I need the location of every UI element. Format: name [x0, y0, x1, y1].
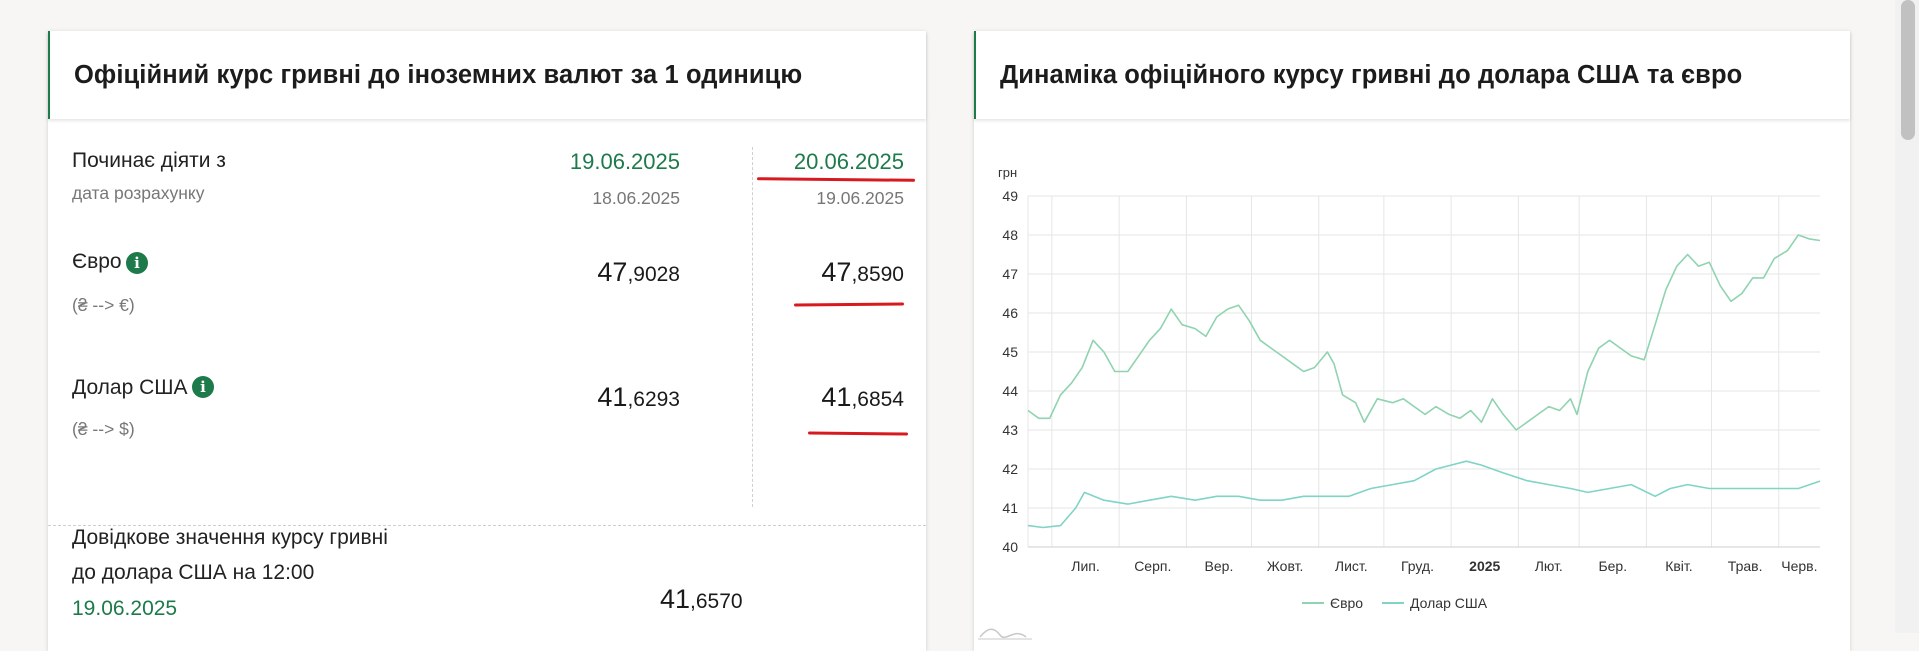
y-tick-label: 40: [1002, 539, 1018, 555]
x-tick-label: 2025: [1469, 558, 1500, 574]
usd-rate-col1-int: 41: [597, 382, 628, 412]
euro-label: Євро: [72, 250, 122, 273]
chart-series: [1027, 234, 1821, 529]
y-tick-label: 44: [1002, 383, 1018, 399]
rate-dynamics-chart: 40 41 42 43 44 45 46 47 48 49 грн Лип. Серп. Вер. Жовт…: [978, 165, 1821, 640]
x-tick-label: Лип.: [1071, 558, 1099, 574]
usd-rate-col2-frac: ,6854: [851, 388, 904, 411]
x-tick-label: Жовт.: [1267, 558, 1303, 574]
rate-dynamics-card-header: Динаміка офіційного курсу гривні до дола…: [974, 31, 1850, 119]
x-tick-label: Бер.: [1598, 558, 1627, 574]
chart-axes: 40 41 42 43 44 45 46 47 48 49 грн Лип. Серп. Вер. Жовт…: [998, 165, 1820, 574]
column-divider: [752, 147, 753, 507]
usd-rate-col1-frac: ,6293: [627, 388, 680, 411]
series-line-usd[interactable]: [1027, 460, 1821, 529]
col2-date-underline: [756, 177, 916, 182]
rate-dynamics-title: Динаміка офіційного курсу гривні до дола…: [1000, 61, 1743, 89]
reference-line1: Довідкове значення курсу гривні: [72, 526, 388, 549]
legend-item-euro[interactable]: Євро: [1330, 595, 1363, 611]
euro-info-icon[interactable]: i: [126, 252, 148, 274]
y-tick-label: 46: [1002, 305, 1018, 321]
euro-rate-col1: 47,9028: [597, 257, 680, 288]
usd-direction: (₴ --> $): [72, 419, 135, 439]
chart-grid: [1027, 195, 1820, 548]
usd-rate-col2-int: 41: [821, 382, 852, 412]
x-tick-label: Серп.: [1134, 558, 1171, 574]
effective-label: Починає діяти з: [72, 149, 226, 172]
y-tick-label: 43: [1002, 422, 1018, 438]
chart-legend: Євро Долар США: [1302, 595, 1488, 611]
euro-rate-underline: [793, 302, 905, 307]
official-rate-card-header: Офіційний курс гривні до іноземних валют…: [48, 31, 926, 119]
col2-effective-date: 20.06.2025: [793, 149, 904, 174]
legend-item-usd[interactable]: Долар США: [1410, 595, 1488, 611]
rate-dynamics-card: Динаміка офіційного курсу гривні до дола…: [974, 31, 1850, 651]
euro-rate-col2-frac: ,8590: [851, 263, 904, 286]
x-tick-label: Вер.: [1205, 558, 1234, 574]
x-tick-label: Трав.: [1728, 558, 1763, 574]
euro-rate-col1-int: 47: [597, 257, 628, 287]
reference-value-int: 41: [660, 584, 691, 614]
euro-rate-col1-frac: ,9028: [627, 263, 680, 286]
x-tick-label: Лист.: [1335, 558, 1368, 574]
y-tick-label: 42: [1002, 461, 1018, 477]
reference-value: 41,6570: [660, 584, 743, 615]
reference-value-frac: ,6570: [690, 590, 743, 613]
usd-info-icon[interactable]: i: [192, 376, 214, 398]
page-scrollbar-thumb[interactable]: [1901, 0, 1915, 140]
col1-calc-date: 18.06.2025: [592, 188, 680, 208]
y-tick-label: 48: [1002, 227, 1018, 243]
y-tick-label: 49: [1002, 188, 1018, 204]
x-tick-label: Лют.: [1535, 558, 1563, 574]
euro-rate-col2: 47,8590: [821, 257, 904, 288]
reference-date: 19.06.2025: [72, 597, 178, 620]
reference-line2: до долара США на 12:00: [72, 561, 315, 584]
chart-mini-navigator-icon[interactable]: [978, 628, 1032, 640]
section-divider: [48, 525, 926, 526]
official-rate-title: Офіційний курс гривні до іноземних валют…: [74, 61, 803, 89]
y-tick-label: 47: [1002, 266, 1018, 282]
y-axis-unit-label: грн: [998, 165, 1017, 180]
usd-rate-col2: 41,6854: [821, 382, 904, 413]
y-tick-label: 41: [1002, 500, 1018, 516]
y-tick-label: 45: [1002, 344, 1018, 360]
col1-effective-date: 19.06.2025: [569, 149, 680, 174]
usd-rate-underline: [807, 431, 909, 436]
page-scrollbar[interactable]: [1895, 0, 1919, 633]
usd-rate-col1: 41,6293: [597, 382, 680, 413]
calc-date-label: дата розрахунку: [72, 183, 205, 203]
official-rate-card: Офіційний курс гривні до іноземних валют…: [48, 31, 926, 651]
col2-calc-date: 19.06.2025: [816, 188, 904, 208]
x-tick-label: Груд.: [1401, 558, 1434, 574]
x-tick-label: Черв.: [1781, 558, 1817, 574]
usd-label: Долар США: [72, 376, 188, 399]
x-tick-label: Квіт.: [1665, 558, 1692, 574]
euro-rate-col2-int: 47: [821, 257, 852, 287]
series-line-euro[interactable]: [1027, 234, 1821, 431]
euro-direction: (₴ --> €): [72, 295, 135, 315]
